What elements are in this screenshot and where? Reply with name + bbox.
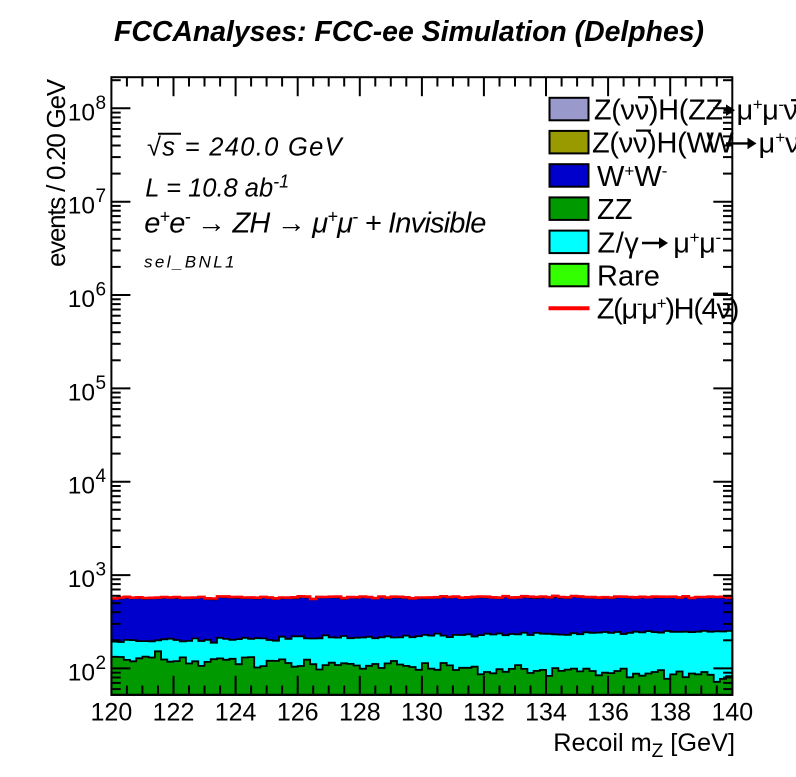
svg-text:FCCAnalyses: FCC-ee Simulation: FCCAnalyses: FCC-ee Simulation (Delphes) bbox=[114, 16, 704, 48]
svg-text:3: 3 bbox=[96, 560, 107, 581]
svg-text:134: 134 bbox=[525, 699, 567, 727]
svg-text:10: 10 bbox=[68, 193, 95, 220]
svg-text:4: 4 bbox=[96, 466, 107, 487]
svg-text:130: 130 bbox=[401, 699, 443, 727]
svg-text:128: 128 bbox=[339, 699, 381, 727]
svg-text:Rare: Rare bbox=[597, 261, 660, 293]
svg-text:L = 10.8 ab-1: L = 10.8 ab-1 bbox=[145, 172, 289, 203]
svg-text:2: 2 bbox=[96, 653, 107, 674]
svg-text:122: 122 bbox=[153, 699, 195, 727]
svg-text:10: 10 bbox=[68, 473, 95, 500]
svg-text:138: 138 bbox=[649, 699, 691, 727]
svg-text:sel_BNL1: sel_BNL1 bbox=[144, 253, 237, 272]
svg-text:Z/γ: Z/γ bbox=[598, 227, 640, 259]
svg-text:ZZ: ZZ bbox=[597, 194, 632, 226]
svg-text:8: 8 bbox=[96, 93, 107, 114]
svg-text:6: 6 bbox=[96, 280, 107, 301]
svg-text:10: 10 bbox=[68, 286, 95, 313]
svg-text:5: 5 bbox=[96, 373, 107, 394]
svg-text:10: 10 bbox=[68, 379, 95, 406]
svg-text:140: 140 bbox=[711, 699, 753, 727]
svg-text:7: 7 bbox=[96, 186, 107, 207]
svg-text:10: 10 bbox=[68, 659, 95, 686]
svg-text:√s = 240.0 GeV: √s = 240.0 GeV bbox=[147, 133, 344, 161]
svg-text:136: 136 bbox=[587, 699, 629, 727]
svg-text:124: 124 bbox=[215, 699, 257, 727]
svg-text:μ+​μ-​νν: μ+​μ-​νν bbox=[737, 95, 796, 127]
svg-text:10: 10 bbox=[68, 99, 95, 126]
svg-text:Z(νν)H(ZZ: Z(νν)H(ZZ bbox=[594, 95, 723, 127]
svg-text:Z(νν)H(WW: Z(νν)H(WW bbox=[592, 128, 734, 160]
svg-text:events / 0.20 GeV: events / 0.20 GeV bbox=[41, 78, 71, 267]
svg-text:10: 10 bbox=[68, 566, 95, 593]
svg-text:126: 126 bbox=[277, 699, 319, 727]
svg-text:132: 132 bbox=[463, 699, 505, 727]
svg-text:Z(μ-​μ+​)H(4ν): Z(μ-​μ+​)H(4ν) bbox=[597, 294, 738, 326]
svg-text:e+e- → ZH → μ+μ- + Invisible: e+e- → ZH → μ+μ- + Invisible bbox=[144, 206, 486, 239]
svg-text:120: 120 bbox=[91, 699, 133, 727]
